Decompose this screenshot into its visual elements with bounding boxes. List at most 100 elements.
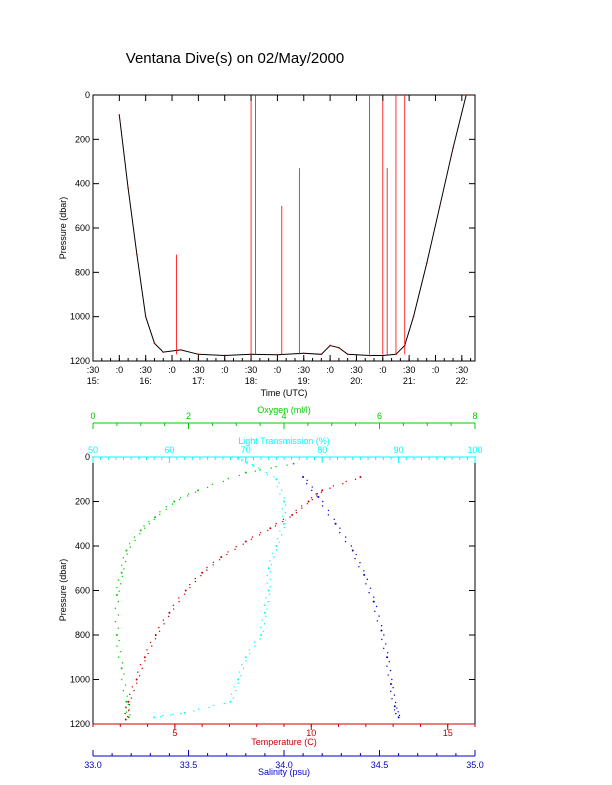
profile-point: [227, 477, 230, 480]
profile-point: [268, 593, 271, 595]
profile-point: [327, 509, 330, 512]
profile-point: [189, 586, 191, 589]
profile-point: [159, 513, 161, 516]
time-chart-ytick-label: 1000: [70, 312, 90, 322]
time-chart-xlabel: Time (UTC): [261, 388, 308, 398]
profile-point: [383, 634, 385, 636]
profile-point: [368, 592, 370, 594]
profile-point: [172, 604, 175, 607]
profile-point: [187, 493, 190, 495]
profile-point: [266, 582, 268, 584]
profile-point: [279, 530, 281, 532]
time-chart-ytick-label: 800: [75, 267, 90, 277]
time-chart-xtick-label: :30: [192, 365, 205, 375]
profile-point: [301, 507, 303, 509]
profile-point: [393, 709, 396, 711]
profile-point: [137, 671, 139, 673]
profile-point: [276, 485, 279, 488]
profile-point: [208, 706, 210, 709]
profile-point: [121, 678, 123, 681]
profile-point: [295, 509, 297, 512]
profile-point: [130, 697, 133, 699]
profile-point: [372, 596, 375, 598]
profile-point: [116, 645, 118, 647]
time-chart-ylabel: Pressure (dbar): [58, 197, 68, 260]
profile-point: [173, 500, 176, 503]
profile-point: [114, 607, 117, 609]
profile-point: [286, 464, 288, 466]
time-chart-point: [346, 353, 349, 356]
profile-point: [124, 712, 126, 715]
profile-point: [390, 690, 392, 693]
profile-point: [391, 698, 393, 700]
profile-point: [128, 704, 131, 706]
profile-chart-ytick-label: 800: [75, 630, 90, 640]
profile-point: [266, 608, 268, 610]
profile-point: [151, 645, 153, 647]
profile-point: [333, 518, 335, 520]
profile-point: [260, 634, 263, 636]
profile-point: [141, 667, 143, 670]
profile-point: [126, 695, 128, 697]
time-chart-xtick-label: :30: [350, 365, 363, 375]
profile-point: [376, 620, 379, 622]
time-chart-ytick-label: 200: [75, 134, 90, 144]
profile-point: [172, 608, 175, 610]
profile-point: [305, 483, 308, 485]
profile-point: [270, 563, 273, 566]
profile-point: [143, 527, 146, 529]
profile-point: [123, 673, 125, 675]
profile-point: [123, 568, 125, 570]
time-chart-hour-label: 18:: [245, 376, 258, 386]
profile-point: [275, 545, 278, 547]
profile-point: [307, 500, 310, 503]
profile-point: [266, 574, 268, 577]
profile-point: [291, 513, 294, 516]
profile-point: [292, 462, 295, 465]
profile-point: [139, 533, 141, 535]
profile-point: [389, 669, 392, 672]
profile-point: [279, 493, 281, 495]
profile-point: [258, 534, 261, 536]
profile-point: [168, 611, 171, 614]
profile-point: [380, 629, 383, 632]
time-chart-xtick-label: :0: [326, 365, 334, 375]
profile-point: [116, 586, 118, 589]
profile-point: [397, 716, 400, 719]
profile-axis-tick-label: 8: [472, 411, 477, 421]
profile-point: [258, 467, 260, 469]
profile-point: [271, 552, 274, 555]
profile-axis-tick-label: 4: [281, 411, 286, 421]
profile-point: [354, 478, 357, 480]
time-chart-point: [162, 351, 165, 353]
profile-point: [372, 600, 375, 603]
profile-point: [339, 531, 341, 534]
time-chart-xtick-label: :0: [379, 365, 387, 375]
profile-point: [365, 583, 367, 585]
profile-chart-frame: [92, 456, 476, 725]
profile-point: [381, 638, 383, 641]
profile-point: [131, 686, 134, 688]
profile-point: [389, 682, 392, 685]
profile-point: [332, 485, 335, 487]
profile-point: [115, 634, 118, 636]
profile-point: [120, 650, 122, 653]
time-chart-ytick-label: 0: [85, 90, 90, 100]
profile-point: [254, 645, 256, 647]
profile-point: [235, 689, 237, 692]
profile-point: [229, 700, 232, 703]
profile-point: [270, 467, 272, 469]
profile-point: [125, 711, 128, 713]
profile-point: [283, 497, 285, 499]
time-chart-point: [197, 353, 200, 356]
profile-point: [275, 523, 277, 525]
profile-point: [117, 614, 120, 616]
time-chart-hour-label: 20:: [350, 376, 363, 386]
profile-point: [213, 704, 215, 707]
profile-point: [135, 678, 138, 681]
profile-point: [267, 589, 270, 592]
profile-point: [227, 551, 229, 553]
profile-point: [269, 578, 271, 581]
profile-point: [250, 538, 253, 541]
profile-point: [144, 660, 146, 662]
